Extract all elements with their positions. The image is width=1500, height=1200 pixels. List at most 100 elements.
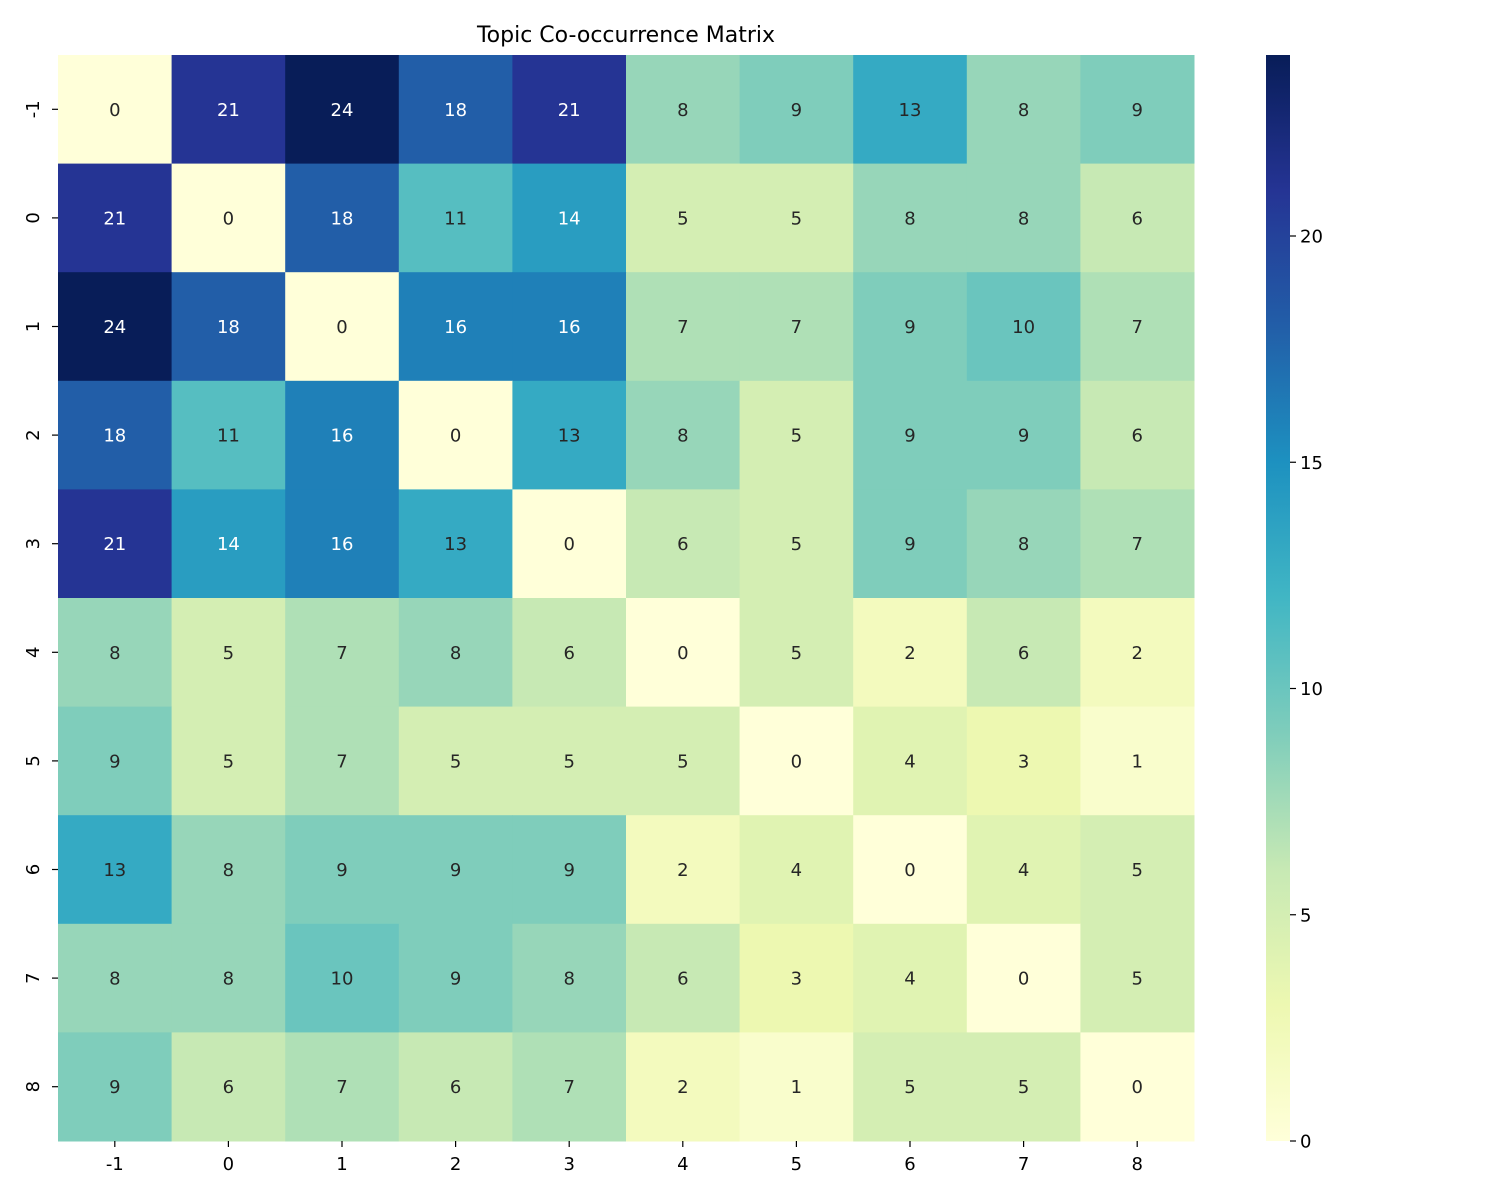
heatmap-cell (285, 1032, 400, 1142)
heatmap-cell (171, 706, 286, 816)
heatmap-cell (58, 1032, 173, 1142)
cell-value-label: 18 (444, 100, 467, 121)
heatmap-cell (853, 815, 968, 925)
cell-value-label: 18 (217, 317, 240, 338)
cell-value-label: 5 (1131, 969, 1142, 990)
heatmap-cell (1080, 55, 1195, 165)
colorbar-tick-label: 10 (1300, 679, 1323, 700)
heatmap-cell (171, 815, 286, 925)
heatmap-cell (626, 598, 741, 708)
x-tick-label: 6 (904, 1154, 915, 1175)
heatmap-cell (626, 1032, 741, 1142)
heatmap-cell (853, 163, 968, 273)
heatmap-cell (1080, 815, 1195, 925)
heatmap-cell (1080, 706, 1195, 816)
cell-value-label: 0 (904, 860, 915, 881)
cell-value-label: 9 (336, 860, 347, 881)
cell-value-label: 2 (1131, 643, 1142, 664)
heatmap-cell (966, 923, 1081, 1033)
heatmap-cell (58, 923, 173, 1033)
cell-value-label: 5 (791, 426, 802, 447)
colorbar-tick-label: 0 (1300, 1132, 1311, 1153)
cell-value-label: 3 (791, 969, 802, 990)
cell-value-label: 11 (217, 426, 240, 447)
y-tick-label: 7 (23, 972, 44, 983)
cell-value-label: 0 (1131, 1077, 1142, 1098)
cell-value-label: 24 (331, 100, 354, 121)
heatmap-cell (1080, 272, 1195, 382)
y-tick-label: 8 (23, 1081, 44, 1092)
heatmap-cell (626, 706, 741, 816)
cell-value-label: 9 (1018, 426, 1029, 447)
heatmap-cell (853, 272, 968, 382)
heatmap-cell (1080, 598, 1195, 708)
cell-value-label: 9 (450, 969, 461, 990)
heatmap-cell (398, 598, 513, 708)
cell-value-label: 21 (103, 208, 126, 229)
cell-value-label: 8 (677, 100, 688, 121)
x-tick-label: 5 (791, 1154, 802, 1175)
y-tick-label: 0 (23, 212, 44, 223)
cell-value-label: 16 (444, 317, 467, 338)
heatmap-cell (1080, 380, 1195, 490)
cell-value-label: 5 (791, 534, 802, 555)
cell-value-label: 21 (558, 100, 581, 121)
heatmap-cell (58, 706, 173, 816)
heatmap-cell (853, 923, 968, 1033)
cell-value-label: 0 (791, 751, 802, 772)
heatmap-cell (58, 598, 173, 708)
heatmap-cell (1080, 163, 1195, 273)
cell-value-label: 16 (331, 426, 354, 447)
cell-value-label: 9 (563, 860, 574, 881)
cell-value-label: 4 (904, 969, 915, 990)
cell-value-label: 5 (791, 208, 802, 229)
cell-value-label: 2 (904, 643, 915, 664)
heatmap-cell (853, 55, 968, 165)
heatmap-cell (58, 815, 173, 925)
heatmap-cell (398, 923, 513, 1033)
y-tick-label: 5 (23, 755, 44, 766)
cell-value-label: 5 (677, 751, 688, 772)
cell-value-label: 10 (331, 969, 354, 990)
heatmap-cell (1080, 923, 1195, 1033)
heatmap-cell (512, 598, 627, 708)
cell-value-label: 8 (450, 643, 461, 664)
cell-value-label: 1 (1131, 751, 1142, 772)
cell-value-label: 13 (103, 860, 126, 881)
heatmap-cell (398, 1032, 513, 1142)
heatmap-cell (853, 380, 968, 490)
cell-value-label: 0 (109, 100, 120, 121)
cell-value-label: 8 (1018, 208, 1029, 229)
heatmap-cell (171, 55, 286, 165)
cell-value-label: 0 (677, 643, 688, 664)
colorbar-tick-label: 5 (1300, 905, 1311, 926)
heatmap-cell (398, 55, 513, 165)
heatmap-cell (398, 815, 513, 925)
y-axis: -1 0 1 2 3 4 5 6 7 8 (23, 100, 58, 1092)
heatmap-cell (512, 815, 627, 925)
heatmap-cell (966, 163, 1081, 273)
cell-value-label: 4 (791, 860, 802, 881)
cell-value-label: 6 (450, 1077, 461, 1098)
cell-value-label: 6 (677, 534, 688, 555)
cell-value-label: 5 (563, 751, 574, 772)
heatmap-cell (739, 163, 854, 273)
cell-value-label: 7 (791, 317, 802, 338)
cell-value-label: 21 (217, 100, 240, 121)
x-tick-label: 8 (1131, 1154, 1142, 1175)
heatmap-cell (171, 598, 286, 708)
heatmap-cell (966, 55, 1081, 165)
heatmap-cell (853, 706, 968, 816)
heatmap-cell (853, 489, 968, 599)
cell-value-label: 7 (336, 643, 347, 664)
cell-value-label: 5 (677, 208, 688, 229)
heatmap-cell (966, 706, 1081, 816)
cell-value-label: 5 (223, 643, 234, 664)
heatmap-cell (853, 598, 968, 708)
colorbar-tick-label: 20 (1300, 227, 1323, 248)
colorbar-tick-label: 15 (1300, 453, 1323, 474)
heatmap-cell (853, 1032, 968, 1142)
x-tick-label: 3 (563, 1154, 574, 1175)
heatmap-cell (739, 1032, 854, 1142)
cell-value-label: 6 (1018, 643, 1029, 664)
